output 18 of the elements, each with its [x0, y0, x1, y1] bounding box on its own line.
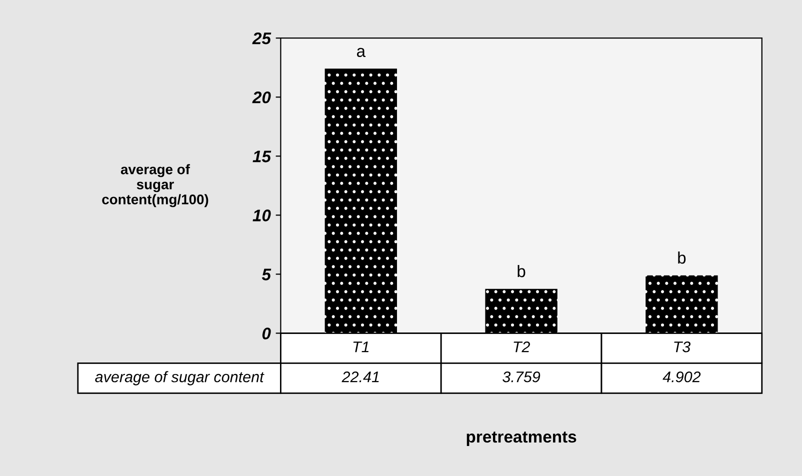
annotation: a: [356, 48, 366, 58]
y-tick-label: 20: [252, 92, 271, 104]
y-tick-label: 0: [262, 328, 271, 340]
data-label: 4.902: [662, 371, 701, 382]
y-tick-label: 15: [252, 150, 272, 162]
text: average of sugar content: [95, 371, 264, 386]
y-axis-title: average of sugar content(mg/100): [102, 164, 208, 208]
x-tick-label: T1: [353, 342, 369, 352]
y-tick-label: 25: [252, 32, 272, 44]
annotation: b: [678, 251, 686, 264]
y-tick-label: 10: [252, 210, 271, 222]
y-tick-label: 5: [262, 268, 272, 280]
data-label: 22.41: [342, 371, 379, 382]
data-label: 3.759: [502, 371, 540, 382]
x-axis-title: pretreatments: [466, 432, 576, 446]
x-tick-label: T2: [514, 341, 530, 352]
annotation: b: [518, 264, 526, 278]
x-tick-label: T3: [674, 341, 690, 352]
